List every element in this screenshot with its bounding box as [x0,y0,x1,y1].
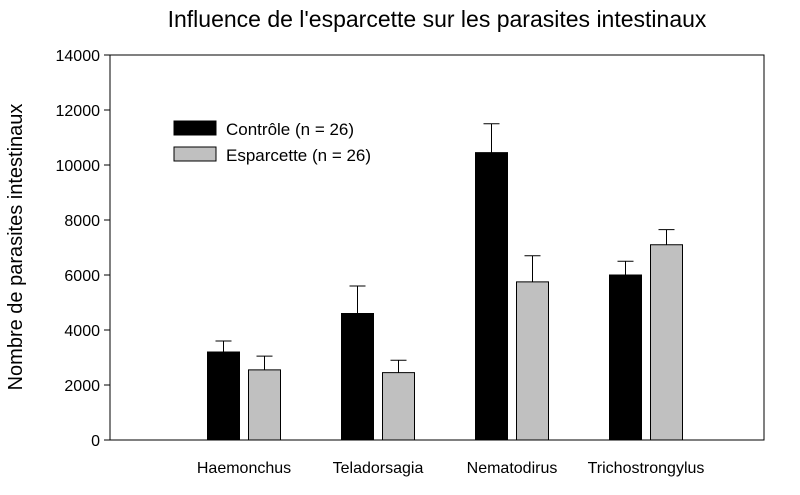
bar-esparcette [516,281,549,441]
y-axis: 0 2000 4000 6000 8000 10000 12000 14000 [56,48,110,450]
y-tick-label: 12000 [56,103,101,120]
legend-label: Contrôle (n = 26) [226,120,354,139]
x-axis-labels: Haemonchus Teladorsagia Nematodirus Trichos… [197,460,705,477]
plot-frame [109,54,765,441]
legend-swatch [173,120,217,136]
y-tick-label: 14000 [56,48,101,65]
chart-title: Influence de l'esparcette sur les parasi… [168,6,707,32]
y-tick-label: 6000 [64,268,100,285]
legend-swatch [173,146,217,162]
y-axis-label: Nombre de parasites intestinaux [5,104,27,391]
x-category-label: Trichostrongylus [588,460,705,477]
y-tick-label: 10000 [56,158,101,175]
y-tick-label: 8000 [64,213,100,230]
x-category-label: Haemonchus [197,460,291,477]
legend: Contrôle (n = 26) Esparcette (n = 26) [173,120,371,165]
bar-controle [475,152,508,441]
bars-group [207,123,683,441]
y-tick-label: 2000 [64,378,100,395]
y-tick-label: 0 [91,433,100,450]
legend-label: Esparcette (n = 26) [226,146,371,165]
bar-controle [207,351,240,441]
y-tick-label: 4000 [64,323,100,340]
bar-esparcette [248,369,281,441]
x-category-label: Teladorsagia [333,460,424,477]
bar-esparcette [650,244,683,441]
bar-controle [609,274,642,441]
bar-controle [341,313,374,441]
x-category-label: Nematodirus [467,460,558,477]
bar-esparcette [382,372,415,441]
